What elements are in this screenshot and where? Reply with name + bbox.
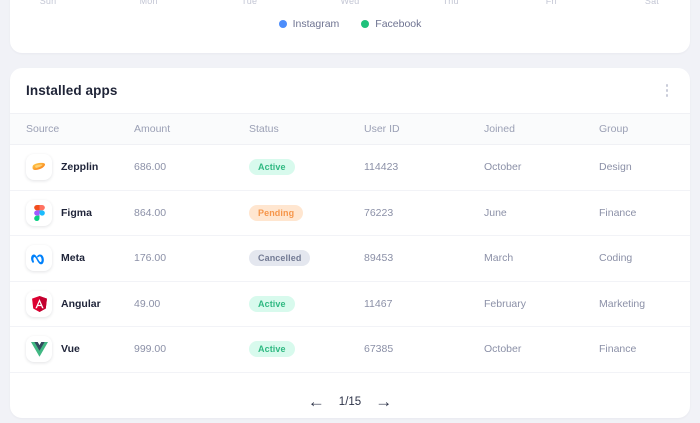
table-row[interactable]: Vue 999.00 Active 67385 October Finance xyxy=(10,326,690,373)
cell-group: Marketing xyxy=(599,281,690,327)
app-name: Angular xyxy=(61,297,101,310)
cell-group: Coding xyxy=(599,235,690,282)
x-axis-tick-tue: Tue xyxy=(241,0,258,6)
x-axis-tick-sun: Sun xyxy=(39,0,57,6)
cell-user-id: 89453 xyxy=(364,235,484,282)
table-row[interactable]: Meta 176.00 Cancelled 89453 March Coding xyxy=(10,235,690,282)
cell-joined: June xyxy=(484,190,599,236)
installed-apps-table: Source Amount Status User ID Joined Grou… xyxy=(10,113,690,373)
kebab-dot xyxy=(665,84,669,87)
cell-amount: 176.00 xyxy=(134,235,249,282)
cell-status: Active xyxy=(249,281,364,327)
legend-dot-icon xyxy=(278,20,287,28)
legend-item-instagram[interactable]: Instagram xyxy=(278,18,340,30)
column-header-joined[interactable]: Joined xyxy=(484,113,599,145)
analytics-chart-card: Sun Mon Tue Wed Thu Fri Sat Instagram Fa… xyxy=(10,0,690,53)
table-header-row: Source Amount Status User ID Joined Grou… xyxy=(10,113,690,145)
column-header-group[interactable]: Group xyxy=(599,113,690,145)
page-indicator: 1/15 xyxy=(338,395,362,408)
table-row[interactable]: Angular 49.00 Active 11467 February Mark… xyxy=(10,281,690,327)
status-badge: Active xyxy=(249,295,295,312)
cell-status: Active xyxy=(249,326,364,373)
legend-label-facebook: Facebook xyxy=(375,18,422,30)
cell-amount: 864.00 xyxy=(134,190,249,236)
chart-x-axis-labels: Sun Mon Tue Wed Thu Fri Sat xyxy=(28,0,672,6)
kebab-dot xyxy=(665,89,669,92)
meta-icon xyxy=(26,245,52,272)
table-header: Source Amount Status User ID Joined Grou… xyxy=(10,113,690,145)
kebab-menu-icon[interactable] xyxy=(658,82,676,100)
installed-apps-card: Installed apps Source Amount Status User… xyxy=(10,68,690,418)
table-row[interactable]: Figma 864.00 Pending 76223 June Finance xyxy=(10,190,690,236)
legend-dot-icon xyxy=(361,20,370,28)
cell-group: Finance xyxy=(599,326,690,373)
column-header-source[interactable]: Source xyxy=(10,113,134,145)
figma-icon xyxy=(26,199,52,226)
cell-joined: October xyxy=(484,144,599,191)
zeplin-icon xyxy=(26,154,52,181)
cell-source: Zepplin xyxy=(10,144,134,191)
page-title: Installed apps xyxy=(26,83,118,98)
app-name: Meta xyxy=(61,252,85,265)
cell-source: Vue xyxy=(10,326,134,373)
cell-source: Angular xyxy=(10,281,134,327)
x-axis-tick-wed: Wed xyxy=(340,0,360,6)
status-badge: Cancelled xyxy=(249,250,311,267)
table-row[interactable]: Zepplin 686.00 Active 114423 October Des… xyxy=(10,144,690,191)
cell-status: Pending xyxy=(249,190,364,236)
cell-amount: 49.00 xyxy=(134,281,249,327)
previous-page-arrow-icon[interactable]: ← xyxy=(307,392,325,411)
cell-status: Cancelled xyxy=(249,235,364,282)
kebab-dot xyxy=(665,94,669,97)
legend-label-instagram: Instagram xyxy=(292,18,340,30)
pagination: ← 1/15 → xyxy=(10,373,690,419)
column-header-status[interactable]: Status xyxy=(249,113,364,145)
cell-source: Figma xyxy=(10,190,134,236)
cell-group: Design xyxy=(599,144,690,191)
cell-group: Finance xyxy=(599,190,690,236)
table-body: Zepplin 686.00 Active 114423 October Des… xyxy=(10,144,690,373)
card-header: Installed apps xyxy=(10,68,690,113)
status-badge: Pending xyxy=(249,204,304,221)
cell-user-id: 114423 xyxy=(364,144,484,191)
x-axis-tick-fri: Fri xyxy=(545,0,557,6)
legend-item-facebook[interactable]: Facebook xyxy=(361,18,421,30)
cell-joined: February xyxy=(484,281,599,327)
vue-icon xyxy=(26,336,52,363)
x-axis-tick-sat: Sat xyxy=(644,0,659,6)
cell-amount: 686.00 xyxy=(134,144,249,191)
cell-status: Active xyxy=(249,144,364,191)
angular-icon xyxy=(26,290,52,317)
cell-user-id: 67385 xyxy=(364,326,484,373)
x-axis-tick-thu: Thu xyxy=(442,0,459,6)
app-name: Figma xyxy=(61,206,92,219)
column-header-amount[interactable]: Amount xyxy=(134,113,249,145)
status-badge: Active xyxy=(249,341,295,358)
app-name: Vue xyxy=(61,343,80,356)
cell-amount: 999.00 xyxy=(134,326,249,373)
cell-joined: March xyxy=(484,235,599,282)
cell-source: Meta xyxy=(10,235,134,282)
cell-user-id: 11467 xyxy=(364,281,484,327)
cell-user-id: 76223 xyxy=(364,190,484,236)
chart-legend: Instagram Facebook xyxy=(10,18,690,30)
column-header-user-id[interactable]: User ID xyxy=(364,113,484,145)
next-page-arrow-icon[interactable]: → xyxy=(375,392,393,411)
status-badge: Active xyxy=(249,159,295,176)
app-name: Zepplin xyxy=(61,161,99,174)
x-axis-tick-mon: Mon xyxy=(139,0,158,6)
cell-joined: October xyxy=(484,326,599,373)
